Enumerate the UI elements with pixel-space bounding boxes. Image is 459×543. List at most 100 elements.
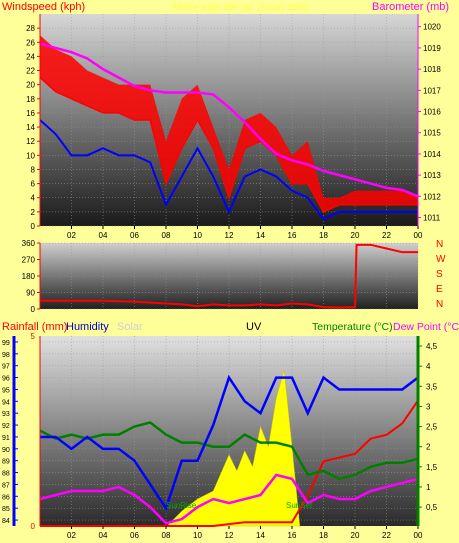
x-tick-label: 18 xyxy=(319,531,328,540)
average-wind-line xyxy=(39,119,418,221)
x-tick-label: 00 xyxy=(414,231,423,240)
windspeed-tick-label: 8 xyxy=(31,165,36,174)
direction-label-north-2: N xyxy=(436,299,444,310)
temperature-axis-title: Temperature (°C) xyxy=(312,321,393,333)
temperature-tick-label: 2,5 xyxy=(426,423,438,432)
x-tick-label: 22 xyxy=(382,231,391,240)
temperature-tick-label: 2 xyxy=(426,443,431,452)
temperature-line xyxy=(39,421,419,481)
temperature-tick-label: 3,5 xyxy=(426,382,438,391)
temperature-tick-label: 4 xyxy=(426,362,431,371)
windspeed-tick-label: 18 xyxy=(26,95,35,104)
direction-tick-label: 360 xyxy=(22,239,36,248)
solar-legend-label: Solar xyxy=(117,321,143,333)
barometer-tick-label: 1016 xyxy=(423,108,441,117)
rain-tick-label: 5 xyxy=(31,332,36,341)
windspeed-tick-label: 20 xyxy=(26,81,35,90)
direction-tick-label: 270 xyxy=(22,256,36,265)
x-tick-label: 10 xyxy=(193,531,202,540)
x-tick-label: 12 xyxy=(225,531,234,540)
humidity-line xyxy=(40,374,419,512)
temperature-tick-label: 4,5 xyxy=(426,342,438,351)
barometer-tick-label: 1013 xyxy=(423,171,441,180)
direction-label-north: N xyxy=(436,239,444,250)
windspeed-tick-label: 12 xyxy=(26,137,35,146)
humidity-tick-label: 93 xyxy=(2,411,10,418)
barometer-line xyxy=(39,42,419,198)
rain-tick-label: 0 xyxy=(31,522,36,531)
x-tick-label: 06 xyxy=(130,231,139,240)
x-tick-label: 10 xyxy=(193,231,202,240)
gust-band xyxy=(40,35,418,212)
x-tick-label: 00 xyxy=(414,531,423,540)
direction-label-west: W xyxy=(436,254,446,265)
barometer-tick-label: 1014 xyxy=(423,150,441,159)
barometer-tick-label: 1019 xyxy=(423,44,441,53)
humidity-tick-label: 95 xyxy=(2,387,10,394)
rainfall-line xyxy=(40,400,419,527)
x-tick-label: 12 xyxy=(225,231,234,240)
x-tick-label: 08 xyxy=(162,531,171,540)
humidity-tick-label: 84 xyxy=(2,518,10,525)
wind-direction-line xyxy=(40,243,418,309)
dewpoint-axis-title: Dew Point (°C) xyxy=(393,321,459,333)
wind-direction-chart: 360 270 180 90 0 xyxy=(22,239,419,314)
x-tick-label: 16 xyxy=(288,231,297,240)
x-tick-label: 14 xyxy=(256,231,265,240)
temperature-tick-label: 1 xyxy=(426,483,431,492)
windspeed-tick-label: 26 xyxy=(26,38,35,47)
humidity-tick-label: 91 xyxy=(2,435,10,442)
direction-label-east: E xyxy=(436,284,443,295)
windspeed-tick-label: 24 xyxy=(26,52,35,61)
x-tick-label: 20 xyxy=(351,231,360,240)
windspeed-tick-label: 14 xyxy=(26,123,35,132)
windspeed-tick-label: 28 xyxy=(26,24,35,33)
windspeed-axis-title: Windspeed (kph) xyxy=(2,1,86,13)
barometer-tick-label: 1018 xyxy=(423,65,441,74)
x-tick-label: 06 xyxy=(130,531,139,540)
dewpoint-line xyxy=(39,473,419,525)
humidity-tick-label: 86 xyxy=(2,494,10,501)
windspeed-tick-label: 10 xyxy=(26,151,35,160)
temperature-tick-label: 0,5 xyxy=(426,503,438,512)
x-tick-label: 02 xyxy=(67,231,76,240)
barometer-tick-label: 1015 xyxy=(423,129,441,138)
windspeed-tick-label: 6 xyxy=(31,180,36,189)
direction-tick-label: 0 xyxy=(31,305,36,314)
windspeed-tick-label: 16 xyxy=(26,109,35,118)
wind-speed-line xyxy=(39,77,418,213)
x-tick-label: 18 xyxy=(319,231,328,240)
rainfall-axis-title: Rainfall (mm) xyxy=(2,321,68,333)
humidity-tick-label: 94 xyxy=(2,399,10,406)
humidity-tick-label: 98 xyxy=(2,352,10,359)
humidity-tick-label: 89 xyxy=(2,459,10,466)
humidity-tick-label: 87 xyxy=(2,482,10,489)
barometer-axis-title: Barometer (mb) xyxy=(372,1,450,13)
humidity-tick-label: 97 xyxy=(2,364,10,371)
humidity-tick-label: 90 xyxy=(2,447,10,454)
x-tick-label: 08 xyxy=(162,231,171,240)
uv-legend-label: UV xyxy=(246,321,262,333)
humidity-tick-label: 85 xyxy=(2,506,10,513)
barometer-tick-label: 1011 xyxy=(423,214,441,223)
chart-subtitle: All time graph date (dd. January 2018) xyxy=(172,3,309,12)
direction-label-south: S xyxy=(436,269,443,280)
humidity-tick-label: 88 xyxy=(2,471,10,478)
windspeed-tick-label: 4 xyxy=(31,194,36,203)
humidity-tick-label: 92 xyxy=(2,423,10,430)
barometer-tick-label: 1017 xyxy=(423,86,441,95)
x-tick-label: 16 xyxy=(288,531,297,540)
humidity-axis-title: Humidity xyxy=(66,321,109,333)
wind-barometer-chart: 2826242220181614121086420102010191018101… xyxy=(26,14,441,240)
x-tick-label: 14 xyxy=(256,531,265,540)
windspeed-tick-label: 2 xyxy=(31,208,36,217)
direction-tick-label: 90 xyxy=(26,289,35,298)
direction-tick-label: 180 xyxy=(22,272,36,281)
sunrise-label: SunRise xyxy=(166,501,197,510)
x-tick-label: 20 xyxy=(351,531,360,540)
humidity-tick-label: 96 xyxy=(2,376,10,383)
temperature-tick-label: 3 xyxy=(426,402,431,411)
x-tick-label: 04 xyxy=(99,231,108,240)
x-tick-label: 02 xyxy=(67,531,76,540)
